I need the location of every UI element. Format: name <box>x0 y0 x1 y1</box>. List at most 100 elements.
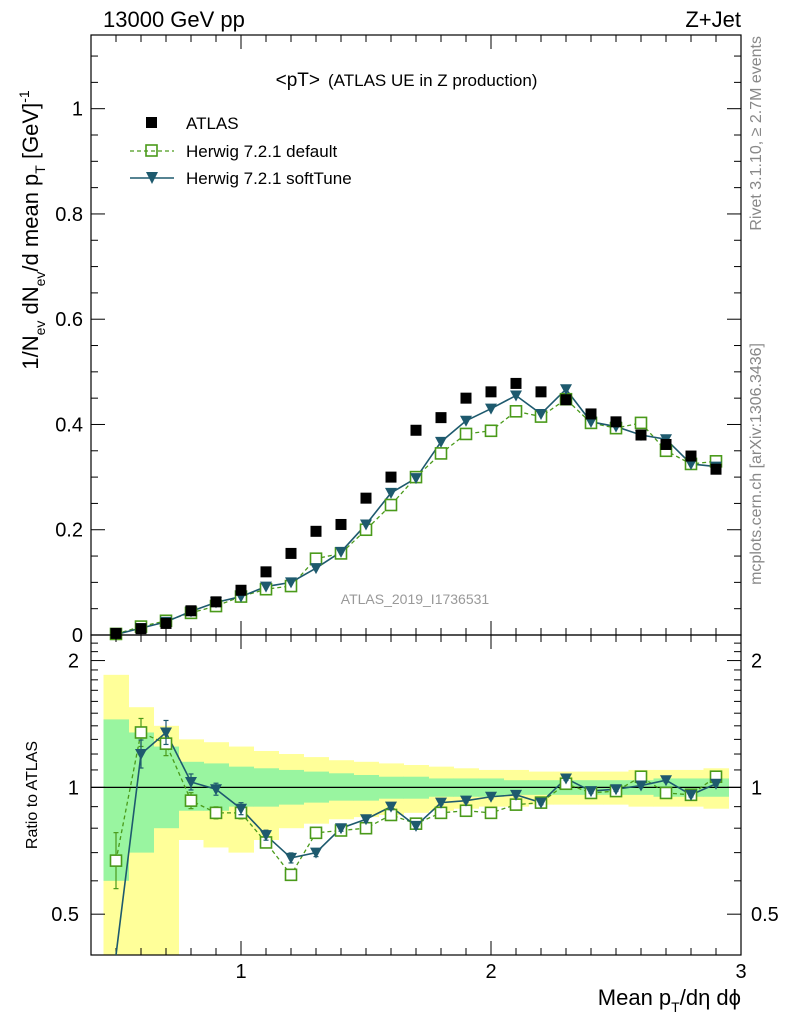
ratio-softtune-point <box>160 727 172 739</box>
plot-title-main: <pT> <box>276 70 320 91</box>
y-tick-label: 0.8 <box>55 204 83 226</box>
ratio-softtune-point <box>535 797 547 809</box>
main-atlas-point <box>635 429 647 441</box>
ratio-softtune-point <box>235 803 247 815</box>
ratio-panel: 1 2 3 0.5 0.5 1 1 2 2 <box>51 634 779 983</box>
ratio-y-tick-label: 0.5 <box>51 904 79 926</box>
main-atlas-point <box>285 547 297 559</box>
main-softtune-point <box>435 436 447 448</box>
main-atlas-point <box>560 394 572 406</box>
y-tick-label: 1 <box>72 99 83 121</box>
ratio-softtune-point <box>385 801 397 813</box>
y-label-post: [GeV] <box>18 103 43 165</box>
main-softtune-point <box>285 577 297 589</box>
ratio-default-point <box>284 868 298 882</box>
y-tick-label: 0.2 <box>55 520 83 542</box>
main-atlas-point <box>435 412 447 424</box>
y-label-mid2: /d mean p <box>18 174 43 272</box>
main-atlas-point <box>185 605 197 617</box>
main-softtune-point <box>510 390 522 402</box>
main-default-point <box>634 416 648 430</box>
main-default-point <box>459 427 473 441</box>
ratio-y-tick-label-right: 1 <box>751 777 762 799</box>
ratio-softtune-point <box>710 778 722 790</box>
x-label-sub: T <box>671 999 680 1015</box>
ratio-default-point <box>484 806 498 820</box>
main-atlas-point <box>610 416 622 428</box>
main-softtune-point <box>260 581 272 593</box>
x-label-post: /dη dϕ <box>680 985 741 1010</box>
header-right: Z+Jet <box>685 7 741 32</box>
main-atlas-point <box>235 584 247 596</box>
legend-atlas-marker <box>146 117 157 128</box>
ratio-default-point <box>109 854 123 867</box>
header-left: 13000 GeV pp <box>103 7 245 32</box>
ratio-softtune-point <box>460 795 472 807</box>
ratio-y-tick-label: 1 <box>68 777 79 799</box>
ratio-default-point <box>434 806 448 820</box>
ratio-y-tick-label: 2 <box>68 651 79 673</box>
ratio-y-tick-label-right: 0.5 <box>751 904 779 926</box>
y-tick-label: 0 <box>72 625 83 647</box>
main-softtune-point <box>460 415 472 427</box>
ratio-softtune-point <box>510 789 522 801</box>
main-softtune-point <box>385 487 397 499</box>
main-atlas-point <box>485 386 497 398</box>
x-label-pre: Mean p <box>598 985 671 1010</box>
y-tick-label: 0.6 <box>55 309 83 331</box>
main-atlas-point <box>660 438 672 450</box>
main-softtune-point <box>535 408 547 420</box>
ratio-y-axis-label: Ratio to ATLAS <box>24 741 41 849</box>
main-atlas-point <box>385 471 397 483</box>
main-softtune-point <box>560 384 572 396</box>
main-atlas-point <box>460 392 472 404</box>
main-atlas-point <box>335 518 347 530</box>
ratio-softtune-point <box>635 780 647 792</box>
ratio-softtune-point <box>585 786 597 798</box>
y-label-sup: -1 <box>16 90 32 103</box>
y-tick-label: 0.4 <box>55 414 83 436</box>
legend-soft-marker <box>146 172 158 184</box>
main-atlas-point <box>510 377 522 389</box>
main-panel: 0 0.2 0.4 0.6 0.8 1 <box>55 34 742 647</box>
mcplots-label: mcplots.cern.ch [arXiv:1306.3436] <box>748 343 765 585</box>
rivet-label: Rivet 3.1.10, ≥ 2.7M events <box>748 36 765 231</box>
main-softtune-point <box>360 519 372 531</box>
main-atlas-point <box>585 408 597 420</box>
ratio-default-point <box>309 826 323 840</box>
ratio-softtune-point <box>410 820 422 832</box>
y-label-sub3: T <box>32 165 48 174</box>
x-tick-label: 2 <box>485 961 496 983</box>
y-axis-label: 1/Nev dNev/d mean pT [GeV]-1 <box>16 90 48 370</box>
legend-atlas-label: ATLAS <box>186 114 239 133</box>
y-label-pre: 1/N <box>18 335 43 369</box>
y-label-sub2: ev <box>32 272 48 287</box>
ratio-band-green <box>228 766 254 807</box>
ratio-softtune-point <box>560 773 572 785</box>
main-softtune-point <box>585 416 597 428</box>
main-atlas-point <box>110 627 122 639</box>
plot-title-sub: (ATLAS UE in Z production) <box>328 71 537 90</box>
main-atlas-point <box>160 617 172 629</box>
ratio-default-point <box>659 786 673 800</box>
legend-default-marker <box>145 144 158 157</box>
main-atlas-point <box>685 450 697 462</box>
ratio-softtune-point <box>310 847 322 859</box>
ratio-default-point <box>459 804 473 818</box>
ratio-default-point <box>209 806 223 820</box>
main-softtune-point <box>310 563 322 575</box>
main-atlas-point <box>135 623 147 635</box>
main-softtune-point <box>335 546 347 558</box>
main-softtune-point <box>685 458 697 470</box>
main-softtune-point <box>485 403 497 415</box>
main-atlas-point <box>710 463 722 475</box>
x-axis-label: Mean pT/dη dϕ <box>598 985 741 1015</box>
main-atlas-point <box>535 386 547 398</box>
main-default-point <box>484 424 498 438</box>
ratio-softtune-point <box>435 797 447 809</box>
main-atlas-point <box>410 424 422 436</box>
ratio-softtune-point <box>685 789 697 801</box>
ratio-softtune-point <box>610 784 622 796</box>
ratio-softtune-point <box>660 775 672 787</box>
